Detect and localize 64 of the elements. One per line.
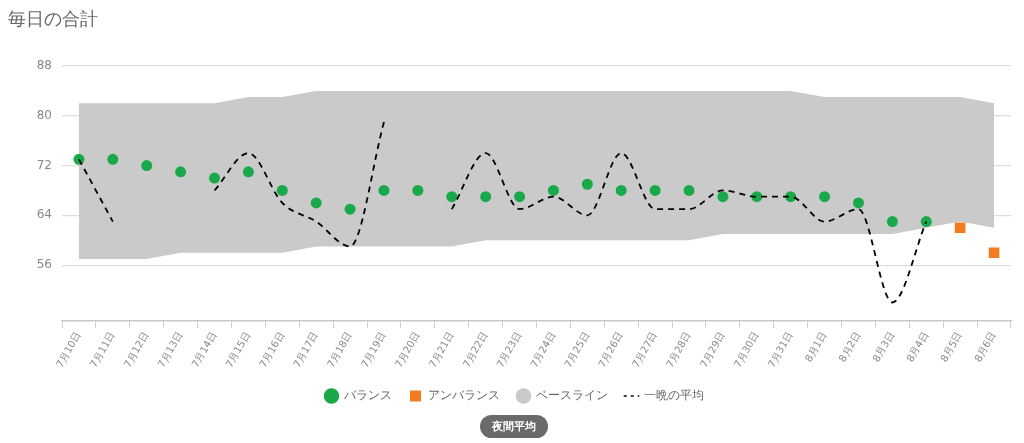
point [649,184,661,196]
point [683,184,695,196]
x-tick-label: 7月11日 [87,329,117,370]
x-tick-label: 7月19日 [358,329,388,370]
x-tick-label: 8月3日 [870,329,897,364]
point [819,191,831,203]
point [480,191,492,203]
x-tick-label: 7月30日 [731,329,761,370]
y-tick-label: 80 [36,107,52,122]
x-tick-label: 7月16日 [257,329,287,370]
legend-label: 一晩の平均 [643,388,704,403]
legend-label: アンバランス [427,388,500,403]
point [920,216,932,228]
point [954,222,966,234]
x-tick-label: 7月22日 [460,329,490,370]
x-tick-label: 8月5日 [938,329,965,364]
x-tick-label: 7月24日 [528,329,558,370]
point [852,197,864,209]
y-tick-label: 56 [36,257,52,272]
x-tick-label: 7月25日 [562,329,592,370]
point [514,191,526,203]
x-tick-label: 7月13日 [155,329,185,370]
x-tick-label: 7月21日 [426,329,456,370]
x-tick-label: 7月20日 [392,329,422,370]
point [988,247,1000,258]
x-tick-label: 7月26日 [596,329,626,370]
legend-label: ベースライン [535,388,608,403]
point [344,203,356,215]
point [175,166,187,178]
point [209,172,221,184]
x-tick-label: 7月31日 [765,329,795,370]
x-tick-label: 8月6日 [972,329,999,364]
point [310,197,322,209]
x-tick-label: 7月23日 [494,329,524,370]
x-tick-label: 7月10日 [53,329,83,370]
point [615,184,627,196]
legend-label: バランス [342,388,392,403]
point [581,178,593,190]
point [717,191,729,203]
y-tick-label: 64 [36,207,52,222]
x-tick-label: 7月14日 [189,329,219,370]
x-tick-label: 7月17日 [291,329,321,370]
point [242,166,254,178]
point [378,184,390,196]
x-tick-label: 7月29日 [697,329,727,370]
pill-button: 夜間平均 [480,415,548,438]
point [141,160,153,172]
point [276,184,288,196]
point [446,191,458,203]
x-tick-label: 7月28日 [663,329,693,370]
x-tick-label: 7月18日 [325,329,355,370]
chart-title: 毎日の合計 [8,7,98,31]
x-tick-label: 8月1日 [802,329,829,364]
x-tick-label: 7月15日 [223,329,253,370]
point [886,216,898,228]
point [412,184,424,196]
x-tick-label: 8月4日 [904,329,931,364]
point [547,184,559,196]
x-tick-label: 8月2日 [836,329,863,364]
x-tick-label: 7月12日 [121,329,151,370]
x-tick-label: 7月27日 [630,329,660,370]
y-tick-label: 88 [36,58,52,73]
point [107,153,119,165]
y-tick-label: 72 [36,157,52,172]
